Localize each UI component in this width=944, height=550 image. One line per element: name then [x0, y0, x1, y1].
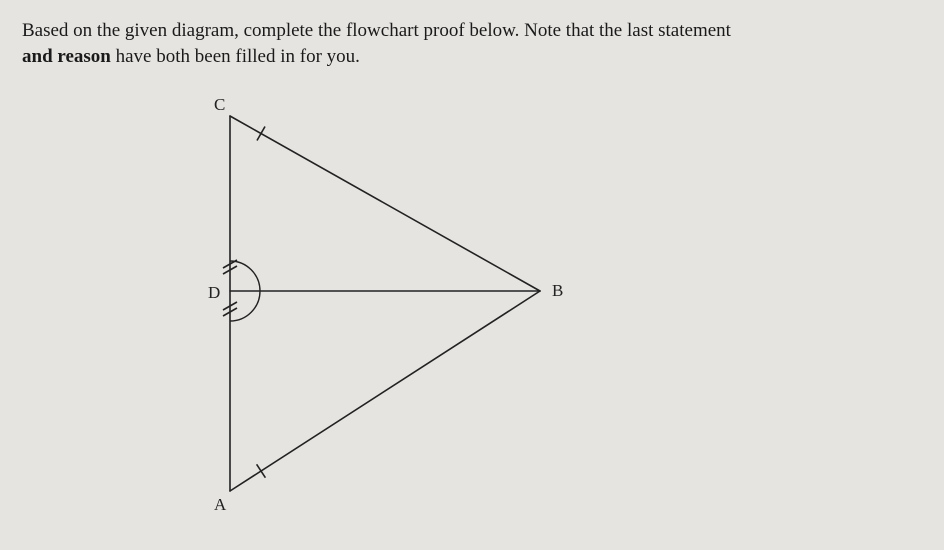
tick-CB — [257, 127, 265, 141]
label-D: D — [208, 283, 220, 302]
segment-CB — [230, 116, 540, 291]
label-B: B — [552, 281, 563, 300]
tick-AB — [257, 464, 266, 477]
geometry-diagram: C D A B — [170, 96, 600, 526]
instruction-text: Based on the given diagram, complete the… — [22, 18, 922, 69]
angle-arc-CDB — [230, 261, 260, 291]
page-root: Based on the given diagram, complete the… — [0, 0, 944, 550]
instruction-line1: Based on the given diagram, complete the… — [22, 20, 731, 41]
label-C: C — [214, 95, 225, 114]
diagram-svg: C D A B — [170, 96, 600, 526]
angle-arc-ADB — [230, 291, 260, 321]
segment-AB — [230, 291, 540, 491]
instruction-line2-rest: have both been filled in for you. — [111, 46, 360, 67]
instruction-emphasis: and reason — [22, 46, 111, 67]
label-A: A — [214, 495, 227, 514]
